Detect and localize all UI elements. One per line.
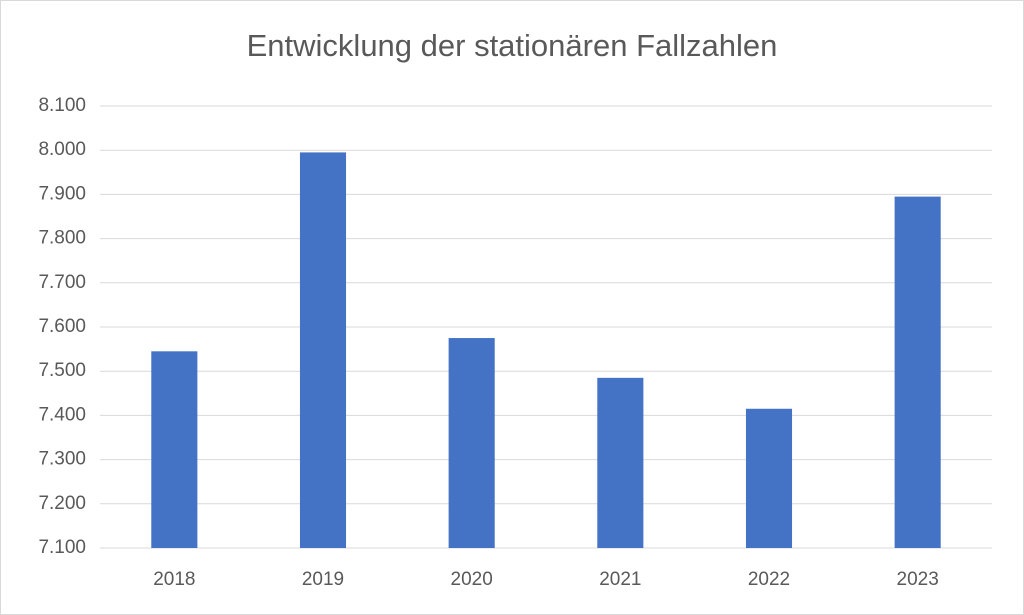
y-tick-label: 7.900: [38, 183, 86, 204]
y-tick-label: 8.100: [38, 95, 86, 116]
y-tick-label: 7.500: [38, 360, 86, 381]
bar: [597, 377, 644, 548]
bar: [745, 408, 793, 548]
bar: [894, 196, 941, 549]
y-tick-label: 8.000: [38, 139, 86, 160]
y-tick-label: 7.400: [38, 404, 86, 425]
y-tick-label: 7.100: [38, 537, 86, 558]
x-tick-label: 2023: [897, 569, 939, 590]
x-tick-label: 2019: [302, 569, 344, 590]
chart-title: Entwicklung der stationären Fallzahlen: [247, 28, 778, 63]
x-tick-label: 2018: [153, 569, 195, 590]
x-tick-label: 2020: [451, 569, 493, 590]
y-tick-label: 7.200: [38, 493, 86, 514]
bar: [448, 338, 495, 548]
bar: [151, 351, 198, 548]
y-tick-label: 7.600: [38, 316, 86, 337]
x-tick-label: 2022: [748, 569, 790, 590]
y-tick-label: 7.800: [38, 228, 86, 249]
bar: [299, 152, 347, 548]
y-tick-label: 7.700: [38, 272, 86, 293]
y-tick-label: 7.300: [38, 449, 86, 470]
x-tick-label: 2021: [599, 569, 641, 590]
